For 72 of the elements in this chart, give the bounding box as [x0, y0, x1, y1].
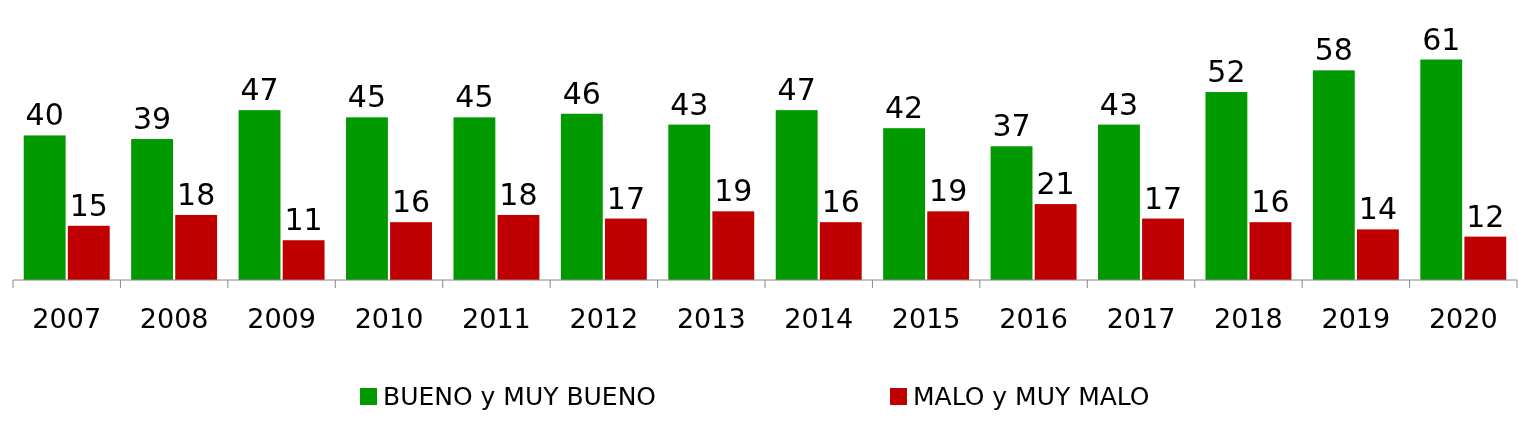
legend-label: BUENO y MUY BUENO — [383, 382, 657, 411]
data-label: 45 — [347, 79, 387, 115]
data-label: 19 — [929, 173, 968, 209]
bar — [604, 218, 647, 280]
x-tick-label: 2009 — [247, 303, 316, 334]
data-label: 21 — [1036, 166, 1075, 202]
bar — [497, 214, 540, 280]
data-label: 17 — [606, 180, 645, 216]
data-label: 61 — [1422, 21, 1461, 57]
data-label: 18 — [499, 176, 538, 212]
data-label: 12 — [1466, 198, 1505, 234]
x-tick-label: 2019 — [1321, 303, 1391, 334]
data-label: 40 — [25, 97, 64, 133]
bar — [1249, 222, 1292, 280]
data-label: 45 — [455, 79, 494, 115]
data-label: 42 — [885, 90, 924, 126]
bar — [1142, 218, 1184, 280]
data-label: 47 — [240, 72, 279, 108]
bar — [1312, 70, 1355, 280]
bar — [131, 139, 174, 280]
x-tick-label: 2012 — [569, 303, 639, 334]
bar — [927, 211, 970, 280]
bar — [390, 222, 432, 280]
x-tick-label: 2013 — [676, 303, 746, 334]
data-label: 15 — [69, 187, 108, 223]
data-label: 43 — [670, 86, 709, 122]
x-tick-label: 2017 — [1106, 303, 1176, 334]
bar — [453, 117, 496, 280]
x-tick-label: 2015 — [891, 303, 961, 334]
data-label: 46 — [562, 75, 601, 111]
bar — [990, 146, 1033, 280]
x-tick-label: 2018 — [1214, 303, 1283, 334]
data-label: 58 — [1314, 32, 1353, 68]
bar — [1034, 204, 1077, 280]
bar — [883, 128, 926, 280]
bar — [1464, 236, 1507, 280]
data-label: 18 — [177, 176, 216, 212]
x-tick-label: 2011 — [462, 303, 531, 334]
data-label: 52 — [1207, 54, 1246, 90]
x-tick-label: 2020 — [1428, 303, 1498, 334]
data-label: 11 — [284, 202, 323, 238]
data-label: 14 — [1358, 191, 1397, 227]
data-label: 16 — [1251, 184, 1290, 220]
bar — [67, 225, 110, 280]
x-tick-label: 2010 — [354, 303, 424, 334]
data-label: 16 — [391, 184, 431, 220]
bar — [712, 211, 755, 280]
bar — [819, 222, 862, 280]
bar — [775, 110, 818, 280]
bar — [1356, 229, 1399, 280]
legend-label: MALO y MUY MALO — [913, 382, 1150, 411]
data-label: 39 — [133, 101, 172, 137]
bar — [1205, 92, 1248, 280]
x-tick-label: 2007 — [32, 303, 102, 334]
bar — [1420, 59, 1463, 280]
data-label: 37 — [992, 108, 1031, 144]
bar — [282, 240, 325, 280]
data-label: 17 — [1143, 180, 1183, 216]
bar — [23, 135, 66, 280]
bar — [238, 110, 281, 280]
data-label: 47 — [777, 72, 816, 108]
x-tick-label: 2014 — [784, 303, 854, 334]
bar — [668, 124, 711, 280]
x-tick-label: 2016 — [999, 303, 1068, 334]
x-tick-label: 2008 — [139, 303, 209, 334]
bar — [560, 113, 603, 280]
data-label: 43 — [1099, 86, 1139, 122]
data-label: 16 — [821, 184, 860, 220]
bar — [1098, 124, 1140, 280]
data-label: 19 — [714, 173, 753, 209]
bar — [346, 117, 388, 280]
bar — [175, 214, 218, 280]
